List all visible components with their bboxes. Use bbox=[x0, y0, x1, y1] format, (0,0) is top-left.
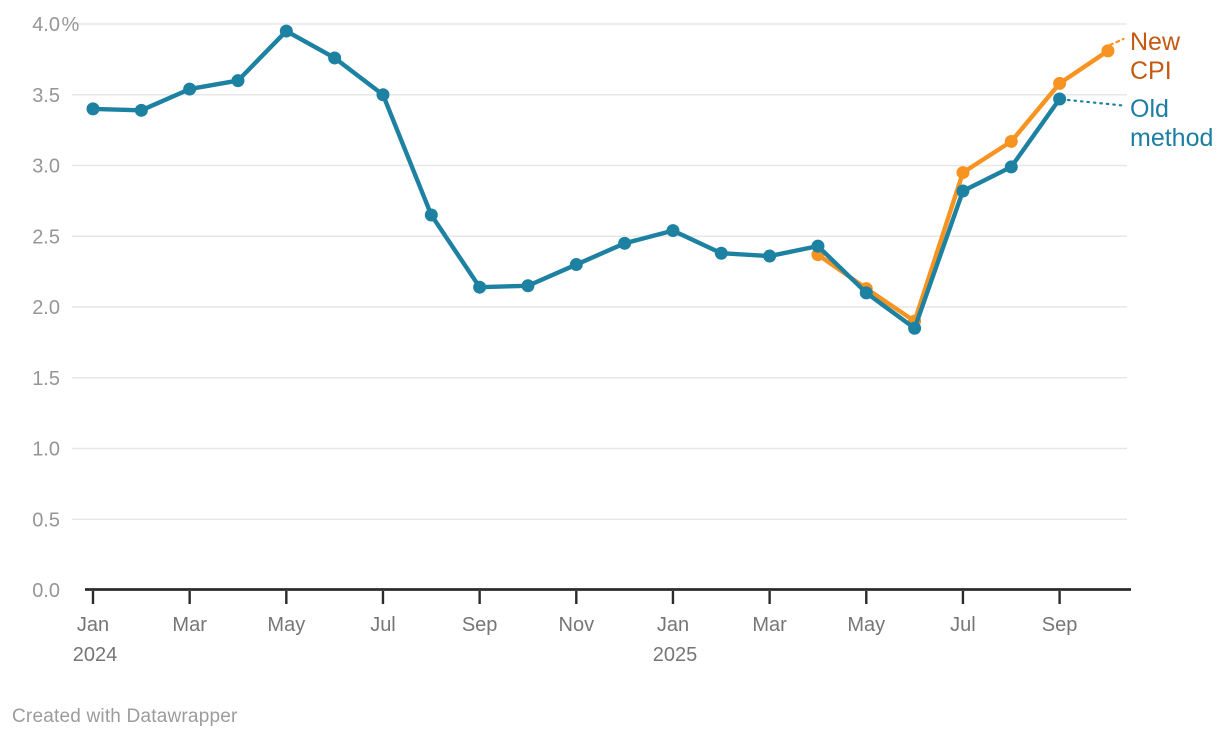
x-tick-label: Mar bbox=[752, 614, 787, 636]
data-point-new-cpi[interactable] bbox=[956, 166, 970, 180]
x-tick-label: Sep bbox=[462, 614, 498, 636]
data-point-old-method[interactable] bbox=[376, 88, 390, 102]
datawrapper-attribution: Created with Datawrapper bbox=[12, 706, 238, 727]
data-point-old-method[interactable] bbox=[521, 279, 535, 293]
data-point-old-method[interactable] bbox=[134, 103, 148, 117]
y-tick-label: 3.0 bbox=[32, 156, 60, 178]
x-tick-label: May bbox=[267, 614, 305, 636]
label-connector-old-method bbox=[1066, 98, 1125, 107]
series-label-old-method: method bbox=[1130, 124, 1213, 152]
x-tick-label: Jan bbox=[657, 614, 689, 636]
data-point-new-cpi[interactable] bbox=[1101, 44, 1115, 58]
y-tick-label: 4.0 bbox=[32, 14, 60, 36]
x-tick-label: Jul bbox=[370, 614, 396, 636]
data-point-old-method[interactable] bbox=[956, 184, 970, 198]
x-tick-label: Jan bbox=[77, 614, 109, 636]
data-point-new-cpi[interactable] bbox=[1053, 76, 1067, 90]
data-point-old-method[interactable] bbox=[424, 208, 438, 222]
data-point-old-method[interactable] bbox=[618, 236, 632, 250]
y-tick-label: 1.0 bbox=[32, 439, 60, 461]
y-tick-label: 2.5 bbox=[32, 226, 60, 248]
y-tick-label: 3.5 bbox=[32, 85, 60, 107]
y-tick-label: 2.0 bbox=[32, 297, 60, 319]
data-point-old-method[interactable] bbox=[328, 51, 342, 65]
y-tick-label: 0.0 bbox=[32, 580, 60, 602]
x-tick-label: Sep bbox=[1042, 614, 1078, 636]
x-tick-year-label: 2025 bbox=[653, 644, 698, 666]
x-tick-label: Nov bbox=[559, 614, 595, 636]
y-tick-label: 0.5 bbox=[32, 509, 60, 531]
data-point-old-method[interactable] bbox=[908, 321, 922, 335]
data-point-old-method[interactable] bbox=[86, 102, 100, 116]
data-point-old-method[interactable] bbox=[763, 249, 777, 263]
cpi-line-chart: 0.0 0.5 1.0 1.5 2.0 2.5 3.0 3.5 4.0 % Jan 2024 Mar Ma… bbox=[32, 14, 1213, 666]
x-tick-label: Jul bbox=[950, 614, 976, 636]
data-point-old-method[interactable] bbox=[859, 286, 873, 300]
data-point-old-method[interactable] bbox=[569, 258, 583, 272]
data-point-old-method[interactable] bbox=[666, 224, 680, 238]
data-point-old-method[interactable] bbox=[473, 280, 487, 294]
data-point-old-method[interactable] bbox=[279, 24, 293, 38]
data-point-old-method[interactable] bbox=[183, 82, 197, 96]
x-tick-label: May bbox=[847, 614, 885, 636]
series-label-new-cpi: New bbox=[1130, 28, 1181, 56]
x-tick-label: Mar bbox=[172, 614, 207, 636]
data-point-old-method[interactable] bbox=[1053, 92, 1067, 106]
data-point-old-method[interactable] bbox=[714, 246, 728, 260]
x-tick-year-label: 2024 bbox=[73, 644, 118, 666]
series-label-old-method: Old bbox=[1130, 95, 1169, 123]
series-label-new-cpi: CPI bbox=[1130, 57, 1172, 85]
data-point-new-cpi[interactable] bbox=[1004, 134, 1018, 148]
data-point-old-method[interactable] bbox=[1004, 160, 1018, 174]
label-connector-new-cpi bbox=[1108, 37, 1125, 47]
data-point-old-method[interactable] bbox=[231, 74, 245, 88]
y-tick-label: 1.5 bbox=[32, 368, 60, 390]
y-axis-percent-suffix: % bbox=[62, 14, 80, 36]
data-point-old-method[interactable] bbox=[811, 239, 825, 253]
